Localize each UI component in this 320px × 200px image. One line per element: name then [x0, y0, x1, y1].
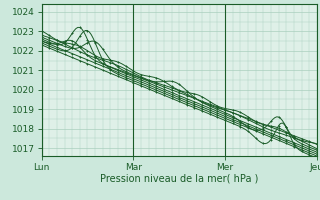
X-axis label: Pression niveau de la mer( hPa ): Pression niveau de la mer( hPa ) [100, 173, 258, 183]
